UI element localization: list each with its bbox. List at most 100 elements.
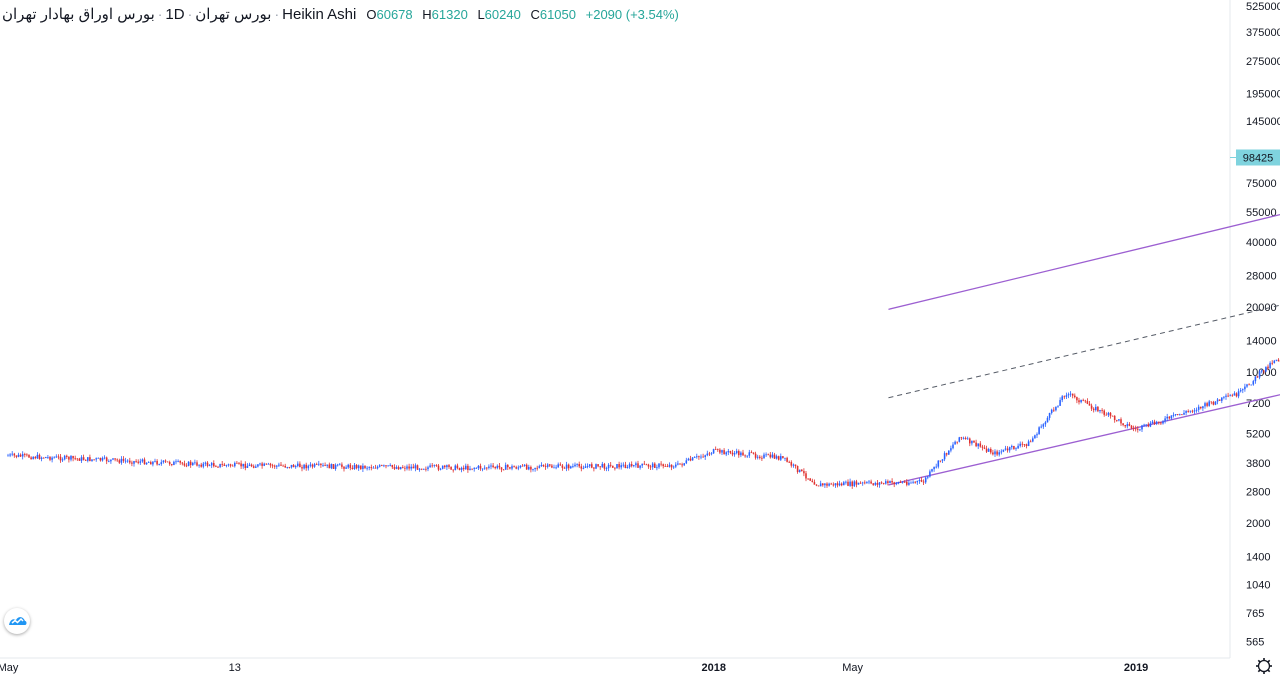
candle-body: [1129, 424, 1131, 426]
candle-body: [1173, 415, 1175, 416]
time-axis[interactable]: May132018May2019Jun212020MaySep: [0, 662, 1280, 674]
candle-body: [1095, 407, 1097, 410]
channel-middle-line[interactable]: [888, 123, 1280, 398]
x-tick-label: 2018: [702, 662, 726, 674]
candle-body: [337, 465, 339, 466]
candle-body: [459, 468, 461, 470]
candle-body: [503, 470, 505, 471]
candle-body: [322, 465, 324, 466]
candle-body: [1019, 444, 1021, 446]
candle-body: [87, 457, 89, 461]
candle-body: [906, 482, 908, 485]
candle-body: [534, 468, 536, 469]
candle-body: [564, 468, 566, 469]
candle-body: [1221, 398, 1223, 401]
candle-body: [259, 463, 261, 464]
candle-body: [1103, 411, 1105, 415]
candle-body: [1227, 396, 1229, 397]
chart-style-label[interactable]: Heikin Ashi: [282, 6, 356, 23]
candle-body: [198, 465, 200, 466]
price-channel[interactable]: [888, 28, 1280, 485]
candle-body: [1257, 376, 1259, 377]
candle-body: [1030, 441, 1032, 442]
candle-body: [919, 480, 921, 481]
candle-body: [358, 465, 360, 468]
candle-body: [581, 466, 583, 468]
candle-body: [1091, 406, 1093, 409]
candle-body: [43, 458, 45, 459]
candle-body: [211, 463, 213, 465]
tradingview-logo-icon[interactable]: [4, 608, 30, 634]
candle-body: [1040, 427, 1042, 428]
candle-body: [639, 466, 641, 468]
candle-body: [289, 467, 291, 468]
candle-body: [841, 484, 843, 486]
candle-body: [652, 464, 654, 468]
candle-body: [1190, 411, 1192, 412]
candle-body: [1141, 425, 1143, 429]
interval-label[interactable]: 1D: [165, 6, 184, 23]
price-axis[interactable]: 5250003750002750001950001450007500055000…: [1246, 1, 1280, 649]
candle-body: [255, 467, 257, 468]
candle-body: [633, 465, 635, 466]
gear-icon[interactable]: [1254, 656, 1274, 676]
candle-body: [1183, 413, 1185, 415]
candle-body: [1169, 417, 1171, 419]
candle-body: [1022, 444, 1024, 445]
candle-body: [230, 464, 232, 465]
candle-body: [452, 470, 454, 471]
candle-body: [749, 452, 751, 455]
y-tick-label: 14000: [1246, 335, 1277, 347]
candle-body: [375, 468, 377, 469]
candle-body: [379, 465, 381, 467]
candle-body: [1238, 391, 1240, 396]
candle-body: [396, 467, 398, 469]
candle-body: [232, 466, 234, 467]
candle-body: [833, 484, 835, 485]
candle-body: [494, 467, 496, 468]
candle-body: [786, 458, 788, 462]
candle-body: [266, 464, 268, 465]
candle-body: [648, 465, 650, 467]
channel-upper-line[interactable]: [888, 28, 1280, 309]
candle-body: [870, 482, 872, 484]
candle-body: [444, 466, 446, 467]
candle-body: [793, 465, 795, 466]
candle-body: [967, 439, 969, 440]
y-tick-label: 145000: [1246, 116, 1280, 128]
y-tick-label: 55000: [1246, 207, 1277, 219]
candle-body: [1122, 423, 1124, 425]
candle-body: [1177, 414, 1179, 415]
candle-body: [513, 466, 515, 467]
candle-body: [425, 469, 427, 470]
candle-body: [148, 462, 150, 463]
y-tick-label: 765: [1246, 608, 1264, 620]
candle-body: [387, 465, 389, 466]
exchange-name[interactable]: بورس اوراق بهادار تهران: [2, 5, 155, 23]
candle-body: [1259, 371, 1261, 377]
candle-body: [576, 464, 578, 465]
candle-body: [1108, 413, 1110, 415]
candle-body: [114, 458, 116, 459]
candle-body: [631, 464, 633, 466]
y-tick-label: 3800: [1246, 458, 1270, 470]
candle-body: [347, 465, 349, 468]
candle-body: [938, 461, 940, 467]
candle-body: [509, 467, 511, 468]
candle-body: [79, 459, 81, 461]
candle-body: [704, 455, 706, 457]
candle-body: [423, 469, 425, 470]
candle-body: [1114, 416, 1116, 420]
candle-body: [1166, 417, 1168, 419]
candle-body: [539, 466, 541, 468]
candle-body: [757, 457, 759, 458]
candle-body: [123, 459, 125, 461]
candle-body: [200, 465, 202, 467]
candle-body: [744, 455, 746, 456]
candle-body: [1225, 396, 1227, 397]
candle-body: [677, 463, 679, 464]
candle-body: [1013, 446, 1015, 449]
candle-body: [791, 462, 793, 466]
candle-body: [1051, 410, 1053, 413]
